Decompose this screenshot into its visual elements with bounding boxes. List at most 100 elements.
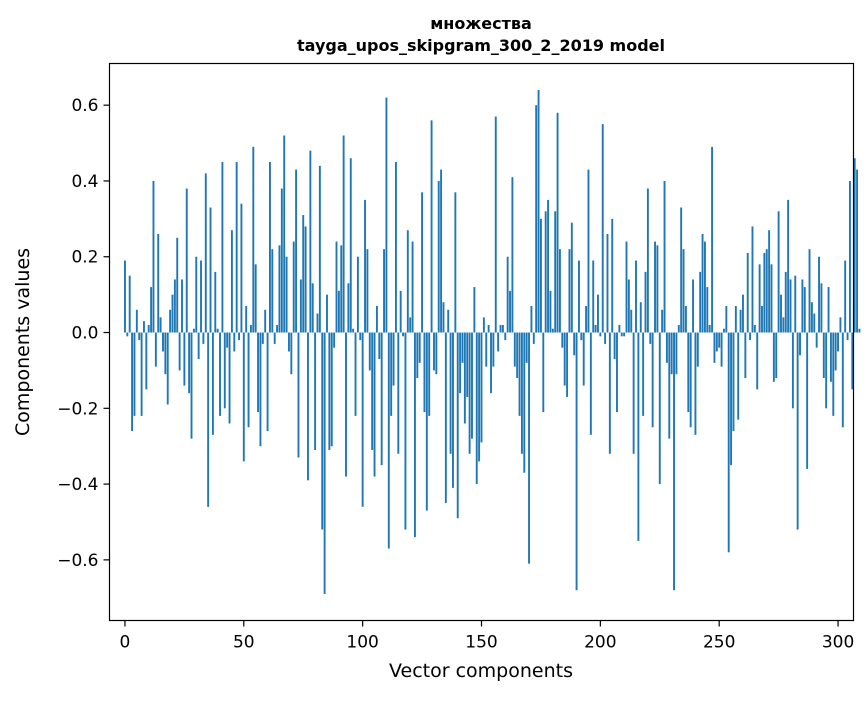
bar — [271, 249, 274, 333]
y-tick-label: −0.4 — [57, 475, 98, 495]
bar — [169, 309, 172, 333]
y-tick-label: 0.6 — [71, 96, 98, 116]
bar — [601, 124, 604, 333]
bar — [276, 324, 279, 333]
bar — [542, 332, 545, 413]
bar — [216, 328, 219, 333]
bar — [195, 256, 198, 333]
bar — [582, 332, 585, 386]
bar — [214, 271, 217, 333]
bar — [259, 332, 262, 447]
bar — [670, 332, 673, 375]
bar — [806, 332, 809, 469]
bar — [563, 332, 566, 386]
bar — [846, 332, 849, 341]
bar — [366, 249, 369, 333]
bar — [252, 146, 255, 333]
bar — [680, 207, 683, 333]
bar — [452, 332, 454, 488]
bar — [558, 249, 561, 333]
bar — [157, 234, 160, 333]
bar — [635, 260, 637, 333]
bar — [815, 332, 818, 348]
bar — [166, 332, 169, 405]
bar — [547, 199, 550, 333]
bar — [487, 324, 490, 333]
bar — [328, 332, 331, 450]
x-axis: 0 50 100 150 200 250 300 — [120, 620, 854, 653]
bar — [578, 260, 580, 333]
bar — [147, 324, 150, 333]
bar — [416, 332, 419, 378]
bar — [200, 260, 202, 333]
bar — [520, 332, 523, 454]
bar — [787, 199, 790, 333]
bar — [813, 313, 816, 333]
bar — [808, 249, 811, 333]
bar — [468, 332, 471, 454]
bar — [834, 332, 837, 371]
bar — [473, 287, 476, 333]
bar — [682, 249, 685, 333]
bar — [523, 332, 526, 473]
bar — [803, 287, 806, 333]
bar — [471, 332, 473, 439]
bar — [162, 332, 164, 352]
bar — [375, 306, 378, 333]
bar — [587, 169, 590, 333]
x-tick-label: 200 — [584, 633, 616, 653]
bar — [713, 332, 716, 363]
bar — [340, 245, 343, 333]
bar — [152, 180, 155, 333]
bar — [399, 290, 402, 333]
bar — [701, 234, 704, 333]
bar — [791, 332, 794, 409]
bar — [616, 332, 618, 413]
bar — [209, 207, 212, 333]
bar — [314, 332, 317, 450]
bar — [171, 294, 174, 333]
bar — [673, 332, 675, 591]
bar — [269, 162, 271, 333]
bar — [364, 199, 366, 333]
bar — [397, 332, 400, 454]
y-tick-label: −0.2 — [57, 399, 98, 419]
bar — [718, 332, 721, 348]
bar — [794, 275, 797, 333]
bar — [240, 203, 243, 333]
bar — [858, 328, 861, 333]
bar — [592, 260, 595, 333]
bar — [597, 294, 599, 333]
bar — [654, 241, 656, 333]
bar — [333, 332, 336, 348]
bar — [772, 332, 775, 382]
bar — [699, 271, 702, 333]
bar — [143, 321, 145, 333]
bar — [606, 234, 609, 333]
bar — [249, 324, 252, 333]
bar — [266, 332, 269, 432]
bar — [321, 332, 324, 530]
x-tick-label: 100 — [346, 633, 378, 653]
bar — [573, 332, 576, 356]
bar — [223, 332, 226, 409]
bar — [128, 275, 131, 333]
bar — [801, 279, 804, 333]
bar — [703, 241, 706, 333]
bar — [280, 188, 283, 333]
bar — [197, 332, 200, 360]
bar — [307, 332, 309, 481]
bar — [337, 290, 340, 333]
bar — [285, 256, 288, 333]
x-tick-label: 150 — [465, 633, 497, 653]
bar — [323, 332, 326, 594]
bar — [692, 279, 694, 333]
bar — [371, 332, 374, 450]
bar — [373, 332, 376, 477]
bar — [278, 245, 281, 333]
bar — [630, 309, 633, 333]
bar — [746, 252, 749, 333]
bar — [383, 249, 385, 333]
bar — [211, 332, 214, 435]
